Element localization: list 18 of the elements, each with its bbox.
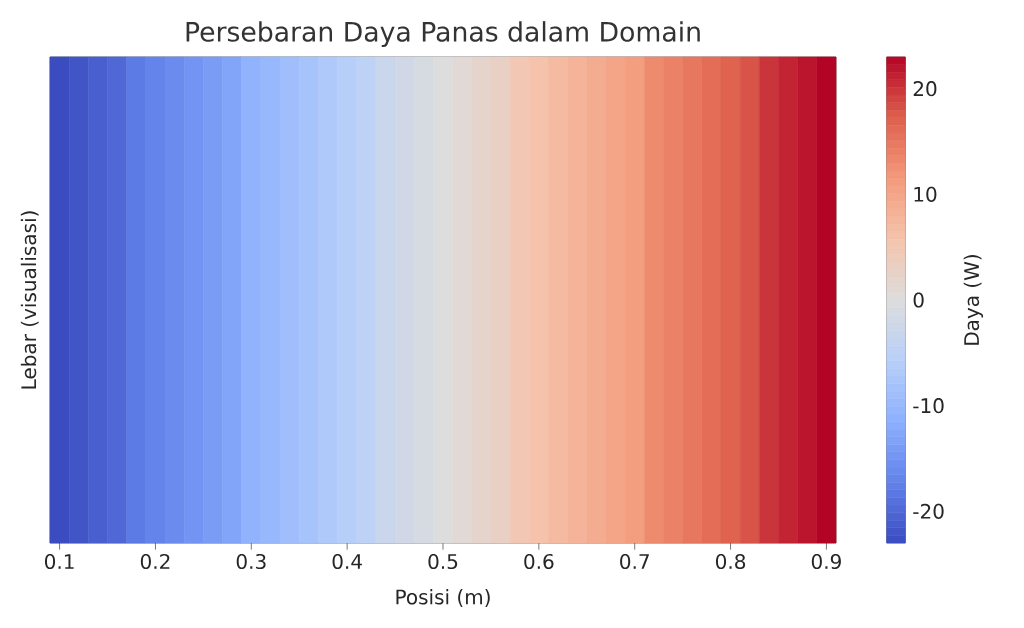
y-axis-title: Lebar (visualisasi) (20, 211, 39, 389)
x-tick-label: 0.7 (620, 553, 649, 570)
color-bar-label: -20 (913, 503, 944, 519)
color-bar-label: 0 (913, 292, 924, 308)
color-bar-title: Daya (W) (963, 254, 984, 345)
x-tick-label: 0.8 (715, 553, 746, 570)
x-tick-label: 0.9 (811, 553, 841, 570)
color-bar-label: 10 (914, 186, 937, 202)
x-tick-label: 0.6 (524, 553, 554, 570)
x-tick-label: 0.1 (45, 553, 74, 570)
x-tick-label: 0.5 (428, 553, 458, 570)
color-bar-label: 20 (913, 81, 937, 97)
x-tick-label: 0.2 (140, 553, 170, 570)
chart-title: Persebaran Daya Panas dalam Domain (186, 21, 700, 47)
x-tick-label: 0.4 (332, 553, 362, 570)
x-tick-label: 0.3 (236, 553, 266, 570)
color-bar-label: -10 (913, 398, 944, 414)
x-axis-title: Posisi (m) (396, 589, 490, 607)
